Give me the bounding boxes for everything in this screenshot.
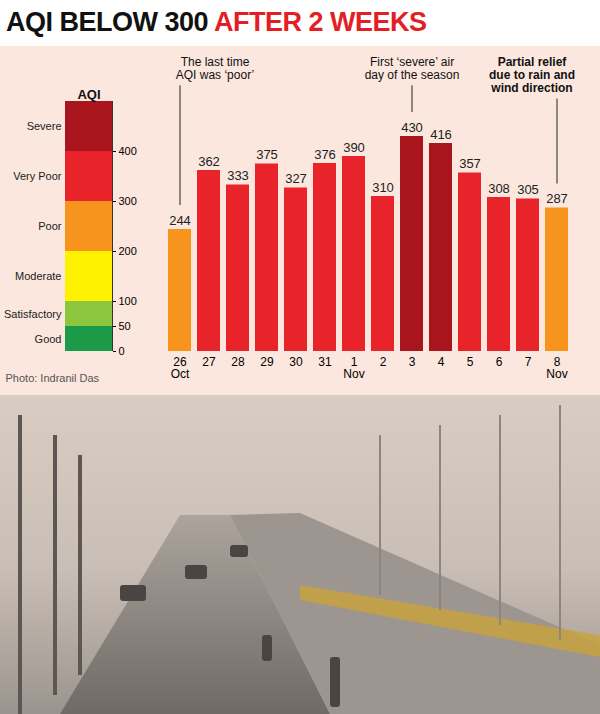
svg-text:0: 0 bbox=[119, 345, 125, 357]
svg-text:Poor: Poor bbox=[38, 220, 62, 232]
svg-text:AQI: AQI bbox=[77, 87, 100, 102]
svg-text:244: 244 bbox=[169, 213, 191, 228]
svg-text:31: 31 bbox=[318, 355, 332, 369]
svg-text:4: 4 bbox=[438, 355, 445, 369]
svg-text:Photo: Indranil Das: Photo: Indranil Das bbox=[6, 372, 100, 384]
svg-text:Very Poor: Very Poor bbox=[13, 170, 62, 182]
svg-text:376: 376 bbox=[314, 147, 336, 162]
svg-text:305: 305 bbox=[517, 182, 539, 197]
svg-text:416: 416 bbox=[430, 127, 452, 142]
svg-text:8Nov: 8Nov bbox=[546, 355, 567, 381]
svg-text:1Nov: 1Nov bbox=[343, 355, 364, 381]
svg-text:300: 300 bbox=[119, 195, 137, 207]
svg-text:430: 430 bbox=[401, 120, 423, 135]
svg-text:200: 200 bbox=[119, 245, 137, 257]
svg-text:333: 333 bbox=[227, 168, 249, 183]
svg-text:327: 327 bbox=[285, 171, 307, 186]
svg-text:Moderate: Moderate bbox=[15, 270, 61, 282]
svg-text:27: 27 bbox=[202, 355, 216, 369]
svg-text:Severe: Severe bbox=[27, 120, 62, 132]
svg-text:28: 28 bbox=[231, 355, 245, 369]
svg-text:26Oct: 26Oct bbox=[171, 355, 190, 381]
svg-text:310: 310 bbox=[372, 180, 394, 195]
svg-text:The last timeAQI was ‘poor’: The last timeAQI was ‘poor’ bbox=[176, 55, 254, 82]
svg-text:5: 5 bbox=[467, 355, 474, 369]
svg-text:357: 357 bbox=[459, 156, 481, 171]
svg-text:Satisfactory: Satisfactory bbox=[4, 308, 62, 320]
svg-text:50: 50 bbox=[119, 320, 131, 332]
svg-text:375: 375 bbox=[256, 147, 278, 162]
svg-text:29: 29 bbox=[260, 355, 274, 369]
svg-text:362: 362 bbox=[198, 154, 220, 169]
svg-text:390: 390 bbox=[343, 140, 365, 155]
html-text:AQI BELOW 300 AFTER 2 WEEKS: AQI BELOW 300 AFTER 2 WEEKS bbox=[6, 7, 427, 37]
svg-text:First ‘severe’ airday of the s: First ‘severe’ airday of the season bbox=[365, 55, 460, 82]
svg-text:Partial reliefdue to rain andw: Partial reliefdue to rain andwind direct… bbox=[489, 55, 575, 95]
svg-text:287: 287 bbox=[546, 191, 568, 206]
svg-text:6: 6 bbox=[496, 355, 503, 369]
svg-text:400: 400 bbox=[119, 145, 137, 157]
svg-text:7: 7 bbox=[525, 355, 532, 369]
svg-text:3: 3 bbox=[409, 355, 416, 369]
svg-text:30: 30 bbox=[289, 355, 303, 369]
svg-text:308: 308 bbox=[488, 181, 510, 196]
svg-text:Good: Good bbox=[35, 333, 62, 345]
svg-text:2: 2 bbox=[380, 355, 387, 369]
svg-text:100: 100 bbox=[119, 295, 137, 307]
